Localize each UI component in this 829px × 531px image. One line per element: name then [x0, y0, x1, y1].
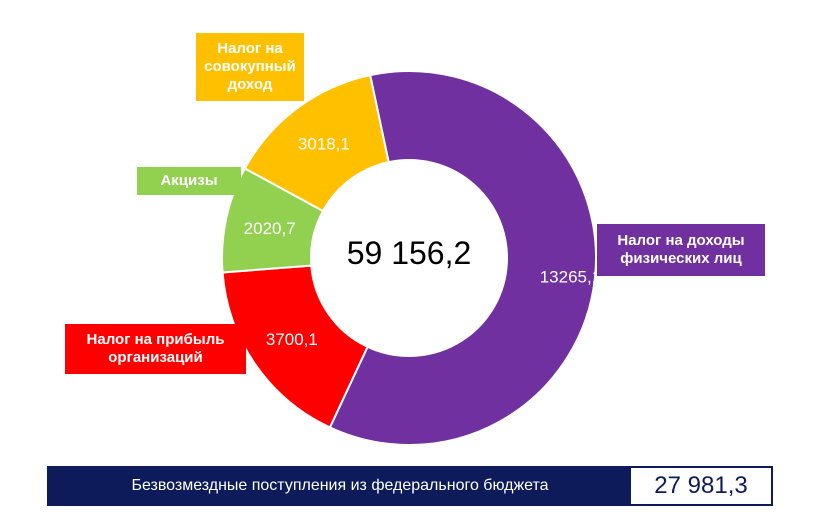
center-total-value: 59 156,2: [347, 235, 472, 271]
donut-value-labels: 13265,1 3700,1 2020,7 3018,1: [244, 135, 602, 349]
callout-aggregate-income-tax: Налог на совокупный доход: [196, 33, 304, 101]
callout-line: доход: [227, 76, 273, 93]
federal-transfers-value: 27 981,3: [631, 468, 771, 504]
callout-profit-tax: Налог на прибыль организаций: [65, 324, 246, 374]
slice-value-label: 2020,7: [244, 219, 296, 238]
callout-line: Акцизы: [160, 172, 218, 189]
donut-chart: 13265,1 3700,1 2020,7 3018,1 59 156,2: [221, 70, 602, 446]
callout-line: физических лиц: [620, 250, 742, 267]
callout-line: совокупный: [204, 58, 296, 75]
callout-line: Налог на доходы: [617, 232, 745, 249]
callout-line: Налог на прибыль: [86, 331, 225, 348]
federal-transfers-bar: Безвозмездные поступления из федеральног…: [47, 466, 773, 506]
callout-line: Налог на: [217, 40, 283, 57]
slice-value-label: 3700,1: [266, 330, 318, 349]
callout-line: организаций: [108, 349, 203, 366]
callout-personal-income-tax: Налог на доходы физических лиц: [597, 224, 765, 276]
callout-excise: Акцизы: [137, 167, 241, 195]
donut-hole: [311, 160, 507, 356]
donut-slices: [221, 70, 597, 446]
slice-value-label: 13265,1: [540, 267, 601, 286]
slice-value-label: 3018,1: [298, 135, 350, 154]
donut-slice: [328, 70, 597, 446]
federal-transfers-label: Безвозмездные поступления из федеральног…: [49, 468, 631, 504]
